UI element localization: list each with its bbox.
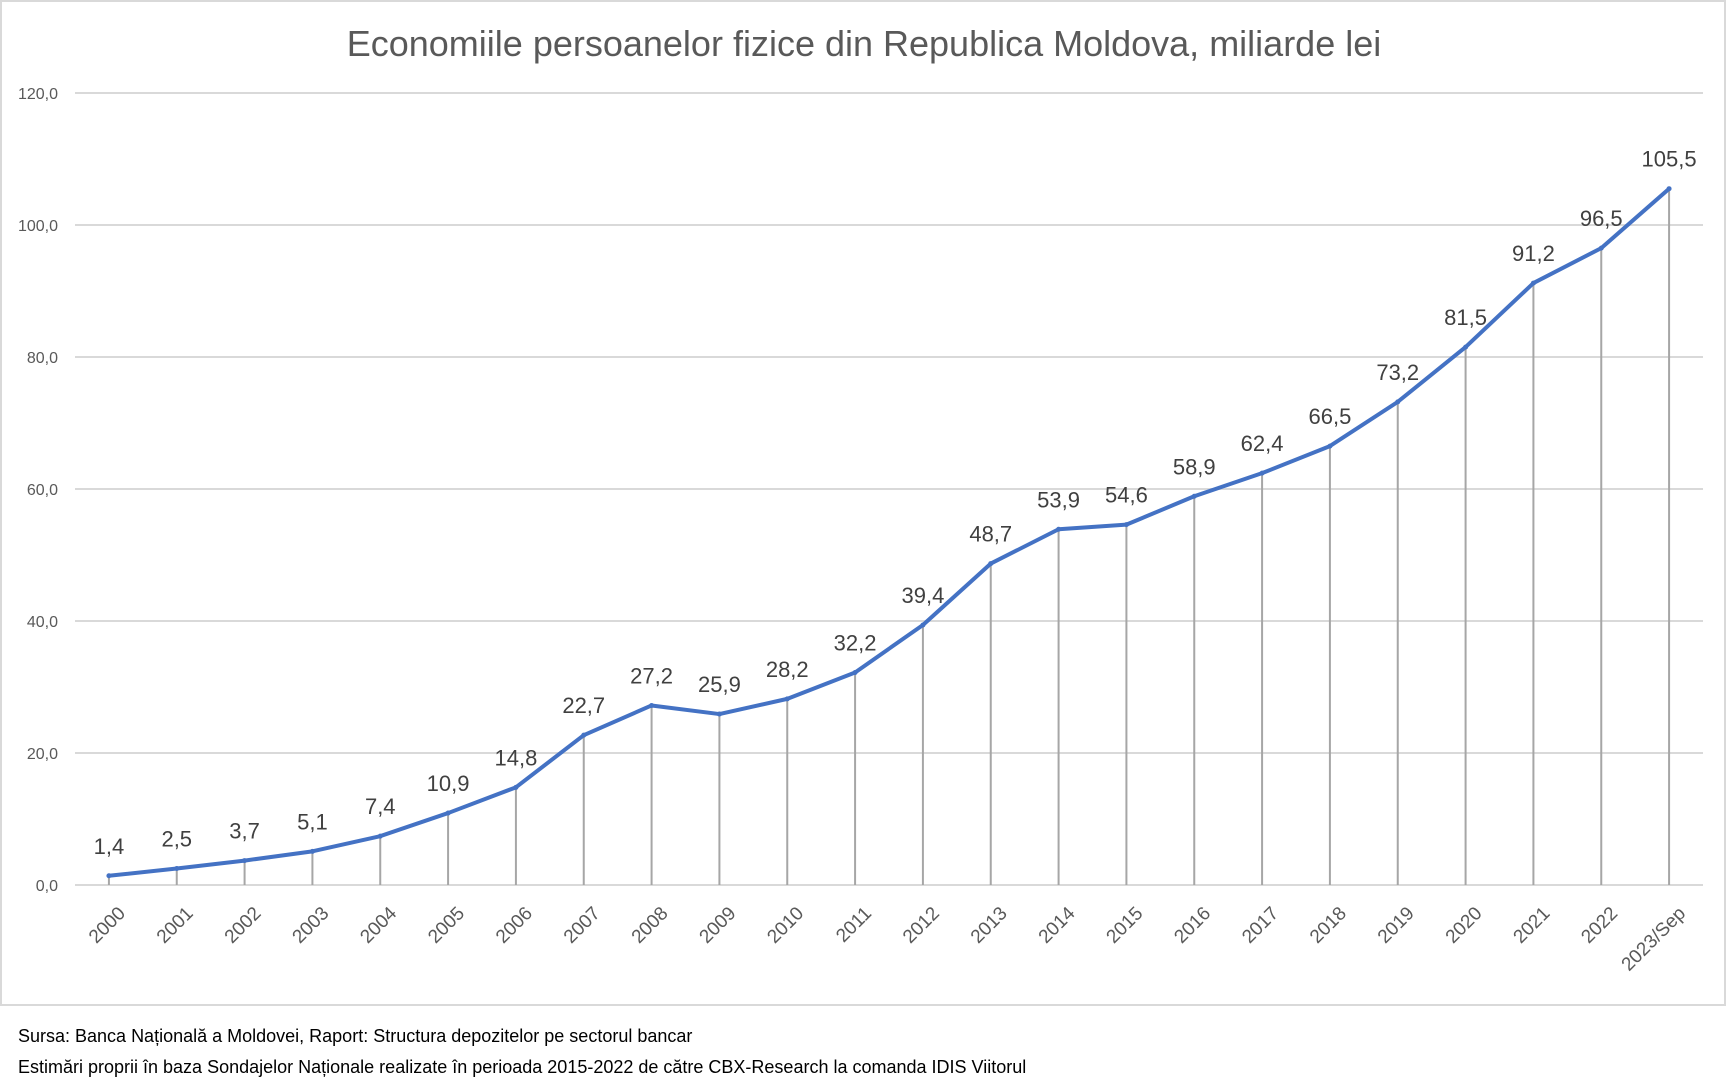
data-label: 53,9 — [1037, 487, 1080, 512]
y-tick-label: 40,0 — [27, 614, 58, 631]
data-label: 66,5 — [1309, 404, 1352, 429]
data-label: 14,8 — [495, 745, 538, 770]
y-tick-label: 120,0 — [18, 86, 58, 103]
data-label: 73,2 — [1376, 360, 1419, 385]
data-point — [920, 622, 926, 628]
chart-frame — [0, 0, 1726, 1006]
data-point — [309, 848, 315, 854]
data-point — [1327, 443, 1333, 449]
data-label: 22,7 — [562, 693, 605, 718]
data-label: 48,7 — [969, 522, 1012, 547]
y-tick-label: 100,0 — [18, 218, 58, 235]
data-point — [852, 669, 858, 675]
data-point — [1530, 280, 1536, 286]
data-point — [716, 711, 722, 717]
data-point — [1056, 526, 1062, 532]
data-point — [1666, 186, 1672, 192]
data-label: 10,9 — [427, 771, 470, 796]
data-label: 54,6 — [1105, 483, 1148, 508]
data-label: 28,2 — [766, 657, 809, 682]
data-point — [1463, 344, 1469, 350]
data-point — [445, 810, 451, 816]
y-tick-label: 20,0 — [27, 746, 58, 763]
data-point — [1259, 470, 1265, 476]
y-tick-label: 60,0 — [27, 482, 58, 499]
data-label: 91,2 — [1512, 241, 1555, 266]
data-point — [377, 833, 383, 839]
data-label: 1,4 — [94, 834, 125, 859]
data-point — [649, 702, 655, 708]
data-label: 81,5 — [1444, 305, 1487, 330]
data-label: 3,7 — [229, 819, 260, 844]
data-label: 105,5 — [1642, 147, 1697, 172]
data-point — [106, 873, 112, 879]
data-point — [581, 732, 587, 738]
data-point — [174, 866, 180, 871]
data-point — [1395, 399, 1401, 405]
data-label: 25,9 — [698, 672, 741, 697]
y-tick-label: 80,0 — [27, 350, 58, 367]
data-point — [1191, 493, 1197, 499]
chart-title: Economiile persoanelor fizice din Republ… — [347, 23, 1382, 64]
data-point — [242, 858, 248, 864]
estimates-note: Estimări proprii în baza Sondajelor Nați… — [18, 1057, 1027, 1077]
data-point — [1123, 522, 1129, 528]
data-label: 39,4 — [902, 583, 945, 608]
y-tick-label: 0,0 — [36, 878, 58, 895]
source-note: Sursa: Banca Națională a Moldovei, Rapor… — [18, 1026, 693, 1046]
data-label: 2,5 — [161, 827, 192, 852]
data-label: 32,2 — [834, 630, 877, 655]
data-label: 96,5 — [1580, 206, 1623, 231]
data-label: 7,4 — [365, 794, 396, 819]
data-label: 5,1 — [297, 809, 328, 834]
series-line — [106, 186, 1672, 878]
data-label: 27,2 — [630, 663, 673, 688]
data-point — [513, 784, 519, 790]
data-label: 62,4 — [1241, 431, 1284, 456]
data-label: 58,9 — [1173, 454, 1216, 479]
data-point — [784, 696, 790, 702]
data-point — [988, 561, 994, 567]
data-point — [1598, 245, 1604, 251]
